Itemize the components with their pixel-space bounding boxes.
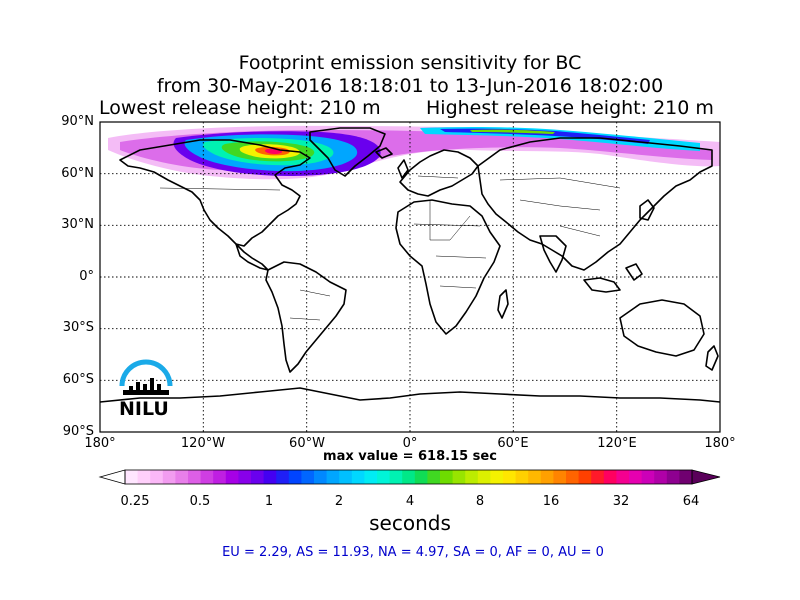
colorbar-swatch xyxy=(251,470,265,484)
colorbar-swatch xyxy=(377,470,391,484)
lat-label-60n: 60°N xyxy=(61,166,94,181)
colorbar-swatch xyxy=(213,470,227,484)
colorbar-swatch xyxy=(641,470,655,484)
colorbar-swatch xyxy=(477,470,491,484)
colorbar-swatch xyxy=(503,470,517,484)
colorbar-min-extension xyxy=(98,469,126,485)
colorbar-tick-6: 16 xyxy=(542,494,560,509)
colorbar-tick-0: 0.25 xyxy=(120,494,150,509)
colorbar-max-extension xyxy=(691,469,721,485)
colorbar-swatch xyxy=(351,470,365,484)
colorbar-swatch xyxy=(402,470,416,484)
colorbar-swatch xyxy=(452,470,466,484)
lat-label-0: 0° xyxy=(79,269,94,284)
colorbar-tick-2: 1 xyxy=(264,494,274,509)
colorbar-swatch xyxy=(553,470,567,484)
lon-label-0: 0° xyxy=(402,436,418,451)
lon-label-120e: 120°E xyxy=(597,436,637,451)
lat-label-90s: 90°S xyxy=(62,424,94,439)
colorbar-swatch xyxy=(616,470,630,484)
colorbar-swatch xyxy=(125,470,139,484)
colorbar-swatch xyxy=(276,470,290,484)
lat-label-30n: 30°N xyxy=(61,217,94,232)
lat-label-90n: 90°N xyxy=(61,114,94,129)
colorbar-swatch xyxy=(654,470,668,484)
colorbar-swatch xyxy=(162,470,176,484)
colorbar-tick-1: 0.5 xyxy=(189,494,211,509)
colorbar-swatch xyxy=(326,470,340,484)
colorbar-swatch xyxy=(629,470,643,484)
colorbar-tick-8: 64 xyxy=(682,494,700,509)
map-title-line-1: Footprint emission sensitivity for BC xyxy=(238,52,582,74)
colorbar-swatch xyxy=(591,470,605,484)
colorbar-swatch xyxy=(427,470,441,484)
highest-release-height: Highest release height: 210 m xyxy=(426,97,714,119)
colorbar-unit-label: seconds xyxy=(369,511,451,535)
colorbar-swatch xyxy=(301,470,315,484)
colorbar-swatch xyxy=(339,470,353,484)
colorbar-swatch xyxy=(540,470,554,484)
lon-label-180e: 180° xyxy=(704,436,736,451)
country-borders xyxy=(159,175,621,321)
colorbar-swatch xyxy=(364,470,378,484)
colorbar-swatch xyxy=(175,470,189,484)
colorbar xyxy=(98,469,721,485)
colorbar-tick-7: 32 xyxy=(612,494,630,509)
lowest-release-height: Lowest release height: 210 m xyxy=(99,97,381,119)
colorbar-swatch xyxy=(414,470,428,484)
nilu-logo-text: NILU xyxy=(119,398,169,420)
colorbar-frame xyxy=(124,469,693,485)
colorbar-swatch xyxy=(515,470,529,484)
lon-label-60w: 60°W xyxy=(289,436,325,451)
colorbar-swatch xyxy=(389,470,403,484)
colorbar-swatch xyxy=(465,470,479,484)
colorbar-swatch xyxy=(566,470,580,484)
colorbar-swatch xyxy=(314,470,328,484)
colorbar-tick-4: 4 xyxy=(405,494,415,509)
colorbar-swatch xyxy=(263,470,277,484)
lon-label-180w: 180° xyxy=(84,436,116,451)
colorbar-swatch xyxy=(666,470,680,484)
nilu-logo: NILU xyxy=(117,358,175,422)
lat-label-30s: 30°S xyxy=(62,320,94,335)
map-frame xyxy=(99,121,721,433)
lon-label-120w: 120°W xyxy=(180,436,226,451)
lon-label-60e: 60°E xyxy=(497,436,529,451)
colorbar-swatch xyxy=(490,470,504,484)
colorbar-swatch xyxy=(150,470,164,484)
colorbar-swatch xyxy=(200,470,214,484)
colorbar-tick-3: 2 xyxy=(334,494,344,509)
colorbar-swatch xyxy=(440,470,454,484)
region-statistics: EU = 2.29, AS = 11.93, NA = 4.97, SA = 0… xyxy=(222,545,604,560)
colorbar-swatch xyxy=(225,470,239,484)
colorbar-swatch xyxy=(238,470,252,484)
map-title-line-2: from 30-May-2016 18:18:01 to 13-Jun-2016… xyxy=(156,75,664,97)
max-value-label: max value = 618.15 sec xyxy=(323,449,497,464)
colorbar-swatch xyxy=(137,470,151,484)
footprint-field xyxy=(108,125,720,180)
colorbar-swatch xyxy=(679,470,693,484)
colorbar-swatch xyxy=(288,470,302,484)
colorbar-swatch xyxy=(603,470,617,484)
colorbar-swatch xyxy=(188,470,202,484)
colorbar-tick-5: 8 xyxy=(475,494,485,509)
lat-label-60s: 60°S xyxy=(62,372,94,387)
colorbar-swatch xyxy=(528,470,542,484)
graticule xyxy=(100,122,720,432)
coastlines xyxy=(100,127,720,403)
colorbar-swatch xyxy=(578,470,592,484)
